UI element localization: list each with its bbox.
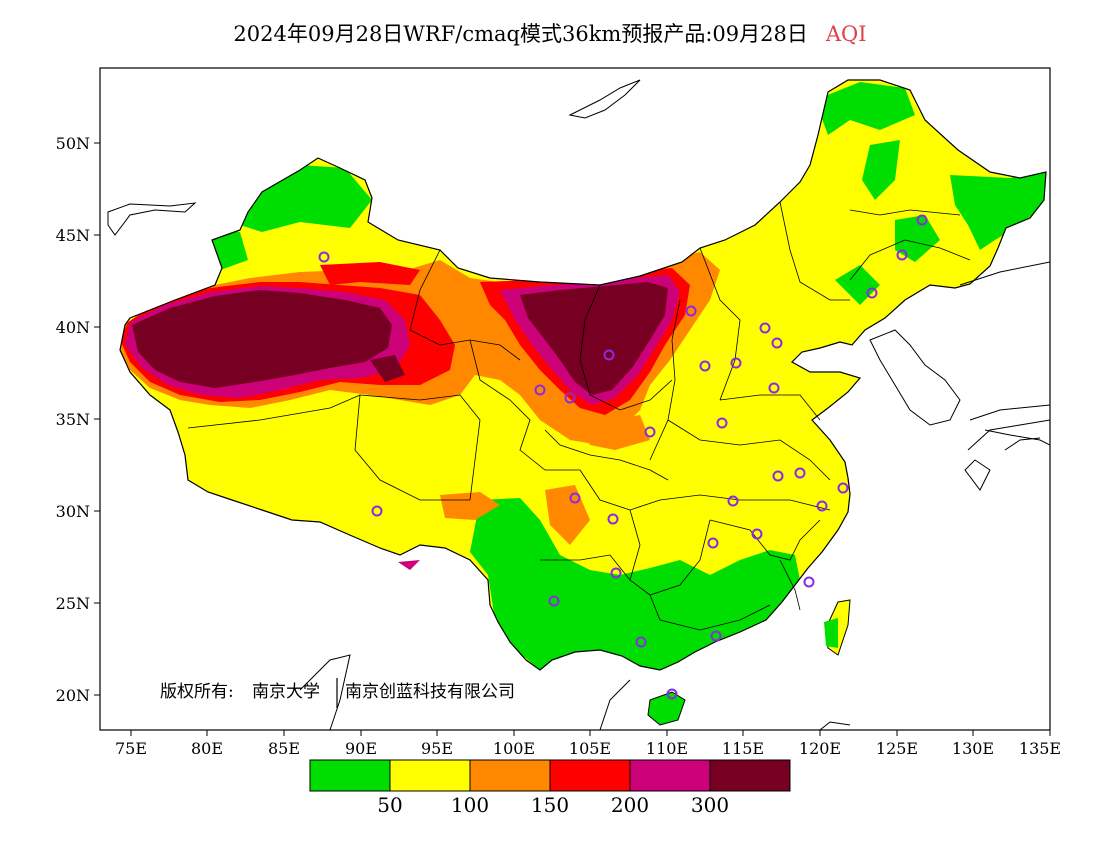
lon-label-135e: 135E (1019, 739, 1061, 758)
legend-break-300: 300 (691, 793, 729, 817)
lon-label-120e: 120E (799, 739, 841, 758)
legend-break-50: 50 (377, 793, 402, 817)
map-frame (99, 67, 1051, 731)
legend-swatch-very-unhealthy (629, 759, 711, 792)
lon-label-110e: 110E (646, 739, 688, 758)
lat-label-30n: 30N (56, 502, 90, 521)
lat-label-20n: 20N (56, 686, 90, 705)
lat-label-35n: 35N (56, 410, 90, 429)
legend-swatch-usg (469, 759, 551, 792)
legend-break-200: 200 (611, 793, 649, 817)
lon-label-125e: 125E (876, 739, 918, 758)
legend-swatch-good (309, 759, 391, 792)
map-title: 2024年09月28日WRF/cmaq模式36km预报产品:09月28日 AQI (0, 18, 1100, 48)
lon-label-85e: 85E (268, 739, 300, 758)
legend-colorbar (309, 759, 791, 792)
copyright-org-company: 南京创蓝科技有限公司 (345, 682, 515, 702)
lon-label-95e: 95E (421, 739, 453, 758)
lat-label-40n: 40N (56, 318, 90, 337)
copyright-label: 版权所有: (160, 682, 234, 702)
lon-label-105e: 105E (569, 739, 611, 758)
lat-label-25n: 25N (56, 594, 90, 613)
title-variable: AQI (825, 22, 867, 46)
title-main: 2024年09月28日WRF/cmaq模式36km预报产品:09月28日 (233, 22, 808, 46)
lon-label-130e: 130E (952, 739, 994, 758)
lon-label-75e: 75E (115, 739, 147, 758)
lon-label-100e: 100E (493, 739, 535, 758)
lon-label-115e: 115E (722, 739, 764, 758)
lon-label-80e: 80E (191, 739, 223, 758)
legend-swatch-unhealthy (549, 759, 631, 792)
legend-break-100: 100 (451, 793, 489, 817)
lat-label-50n: 50N (56, 134, 90, 153)
legend-swatch-moderate (389, 759, 471, 792)
copyright-org-university: 南京大学 (252, 682, 320, 702)
lat-label-45n: 45N (56, 226, 90, 245)
legend-break-150: 150 (531, 793, 569, 817)
legend-swatch-hazardous (709, 759, 791, 792)
lon-label-90e: 90E (345, 739, 377, 758)
